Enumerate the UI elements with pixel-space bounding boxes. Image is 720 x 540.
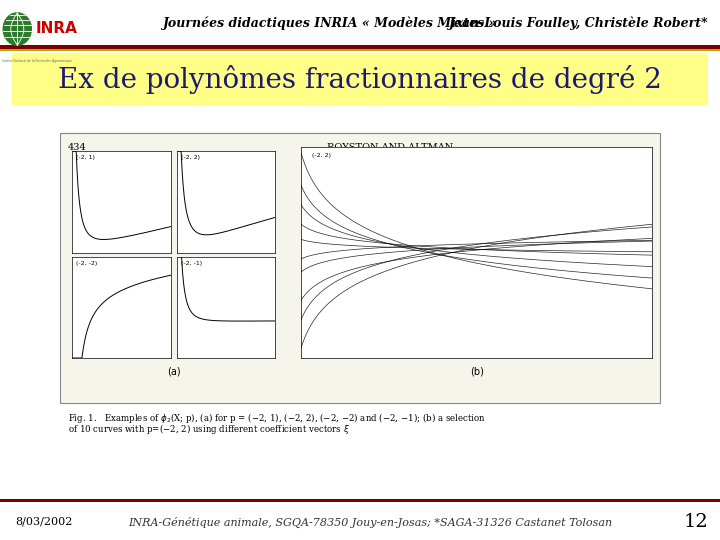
Text: INRA: INRA (36, 22, 78, 37)
Text: of 10 curves with p=(−2, 2) using different coefficient vectors $\xi$: of 10 curves with p=(−2, 2) using differ… (68, 422, 350, 436)
Bar (12, 53, 708, 105)
Bar (0, 49, 720, 51)
Text: (-2, -2): (-2, -2) (76, 261, 97, 266)
Text: ROYSTON AND ALTMAN: ROYSTON AND ALTMAN (327, 143, 453, 152)
Text: Institut National de la Recherche Agronomique: Institut National de la Recherche Agrono… (2, 58, 72, 63)
Text: Fig. 1.   Examples of $\phi_2$(X; p), (a) for p = (−2, 1), (−2, 2), (−2, −2) and: Fig. 1. Examples of $\phi_2$(X; p), (a) … (68, 411, 486, 425)
Bar (60, 133, 660, 403)
Bar (0, 0, 720, 46)
Text: Ex de polynômes fractionnaires de degré 2: Ex de polynômes fractionnaires de degré … (58, 64, 662, 93)
Text: Journées didactiques INRIA « Modèles Mixtes »: Journées didactiques INRIA « Modèles Mix… (163, 16, 498, 30)
Bar (0, 498, 720, 502)
Text: (-2, 2): (-2, 2) (181, 155, 199, 160)
Text: (b): (b) (469, 366, 484, 376)
Text: Jean-Louis Foulley, Christèle Robert*: Jean-Louis Foulley, Christèle Robert* (449, 16, 708, 30)
Bar (0, 45, 720, 49)
Text: (a): (a) (167, 366, 181, 376)
Text: (-2, -1): (-2, -1) (181, 261, 202, 266)
Text: 8/03/2002: 8/03/2002 (15, 517, 73, 527)
Text: INRA-Génétique animale, SGQA-78350 Jouy-en-Josas; *SAGA-31326 Castanet Tolosan: INRA-Génétique animale, SGQA-78350 Jouy-… (128, 516, 612, 528)
Text: (-2, 1): (-2, 1) (76, 155, 95, 160)
Polygon shape (4, 13, 32, 45)
Text: 434: 434 (68, 143, 86, 152)
Text: (-2, 2): (-2, 2) (312, 153, 330, 158)
Text: 12: 12 (683, 513, 708, 531)
